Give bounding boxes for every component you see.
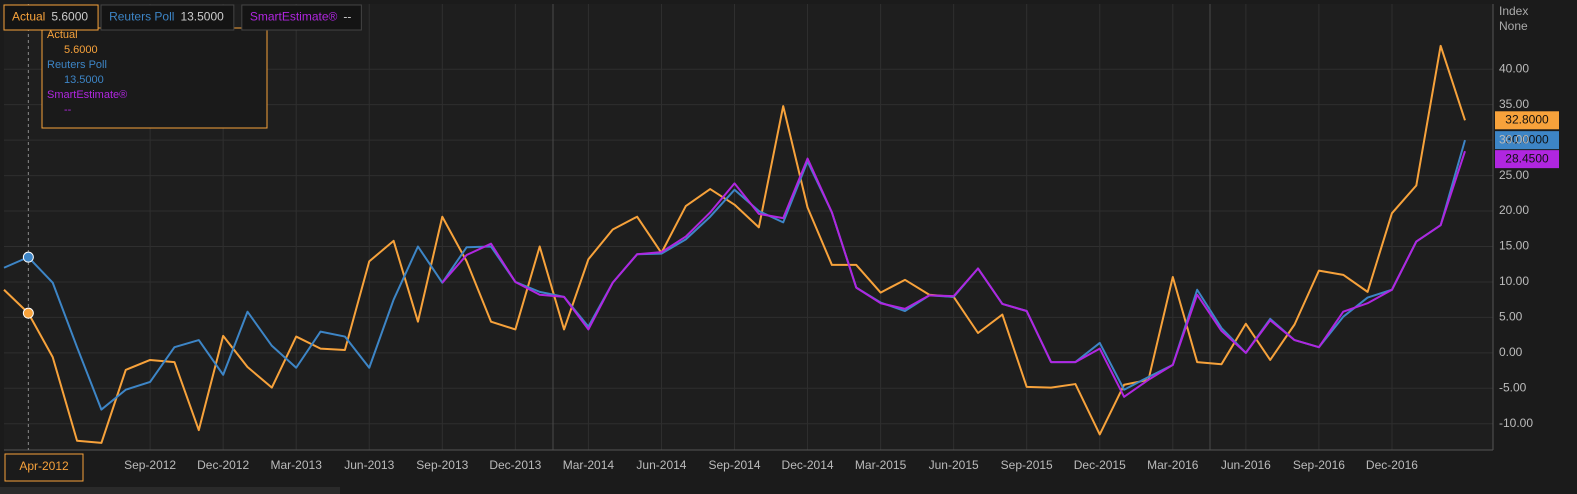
y-tick-label: 35.00 — [1499, 97, 1529, 111]
x-tick-label: Sep-2012 — [124, 458, 176, 472]
last-value-label: 32.8000 — [1505, 112, 1549, 126]
x-tick-label: Dec-2012 — [197, 458, 249, 472]
legend-box — [3, 4, 99, 31]
tab-strip — [0, 487, 340, 494]
crosshair-x-label: Apr-2012 — [19, 459, 69, 473]
series-line — [441, 150, 1466, 398]
x-tick-label: Dec-2015 — [1074, 458, 1126, 472]
y-tick-label: 30.00 — [1499, 132, 1529, 146]
tooltip-name: SmartEstimate® — [47, 89, 127, 101]
x-tick-label: Jun-2013 — [344, 458, 394, 472]
tooltip-name: Reuters Poll — [47, 59, 107, 71]
x-tick-label: Mar-2016 — [1147, 458, 1199, 472]
last-value-label: 28.4500 — [1505, 151, 1549, 165]
x-tick-label: Jun-2015 — [929, 458, 979, 472]
legend-name: SmartEstimate® — [250, 10, 338, 24]
legend-box — [100, 4, 235, 31]
y-tick-label: 40.00 — [1499, 61, 1529, 75]
legend-item: Actual 5.6000 — [3, 4, 99, 31]
x-tick-label: Dec-2014 — [782, 458, 834, 472]
x-tick-label: Sep-2013 — [416, 458, 468, 472]
crosshair-marker — [22, 251, 34, 263]
series-line — [3, 44, 1466, 444]
legend-value: 5.6000 — [51, 10, 88, 24]
last-value-label: 30.0000 — [1505, 132, 1549, 146]
tooltip-value: -- — [64, 104, 72, 116]
x-tick-label: Sep-2014 — [708, 458, 760, 472]
y-tick-label: 10.00 — [1499, 274, 1529, 288]
legend-value: 13.5000 — [180, 10, 224, 24]
y-axis-subtitle: None — [1499, 19, 1528, 33]
y-tick-label: 0.00 — [1499, 345, 1523, 359]
crosshair-x-box — [4, 453, 84, 482]
grid — [4, 4, 1493, 450]
y-tick-label: 25.00 — [1499, 168, 1529, 182]
series-lines — [3, 44, 1466, 444]
y-tick-label: 20.00 — [1499, 203, 1529, 217]
series-line — [3, 139, 1466, 411]
y-tick-label: 15.00 — [1499, 239, 1529, 253]
x-tick-label: Dec-2016 — [1366, 458, 1418, 472]
tooltip — [41, 27, 268, 129]
last-value-box — [1495, 131, 1559, 150]
y-tick-label: -5.00 — [1499, 380, 1527, 394]
legend-name: Reuters Poll — [109, 10, 174, 24]
x-tick-label: Jun-2014 — [636, 458, 686, 472]
y-axis-title: Index — [1499, 4, 1528, 18]
x-tick-label: Dec-2013 — [489, 458, 541, 472]
x-tick-label: Mar-2014 — [563, 458, 615, 472]
legend-item: SmartEstimate® -- — [241, 4, 362, 31]
y-tick-label: -10.00 — [1499, 416, 1533, 430]
legend-value: -- — [343, 10, 351, 24]
crosshair-marker — [22, 307, 34, 319]
x-tick-label: Mar-2013 — [271, 458, 323, 472]
x-tick-label: Jun-2016 — [1221, 458, 1271, 472]
tooltip-name: Actual — [47, 29, 78, 41]
last-value-box — [1495, 150, 1559, 169]
y-tick-label: 5.00 — [1499, 310, 1523, 324]
x-tick-label: Sep-2016 — [1293, 458, 1345, 472]
legend-item: Reuters Poll 13.5000 — [100, 4, 235, 31]
legend-name: Actual — [12, 10, 45, 24]
last-value-box — [1495, 111, 1559, 130]
tooltip-value: 13.5000 — [64, 74, 104, 86]
x-tick-label: Sep-2015 — [1001, 458, 1053, 472]
overlay: Apr-2012 Actual 5.6000 Reuters Poll 13.5000 S… — [3, 4, 1559, 482]
x-tick-label: Mar-2015 — [855, 458, 907, 472]
tooltip-value: 5.6000 — [64, 44, 98, 56]
legend-box — [241, 4, 362, 31]
